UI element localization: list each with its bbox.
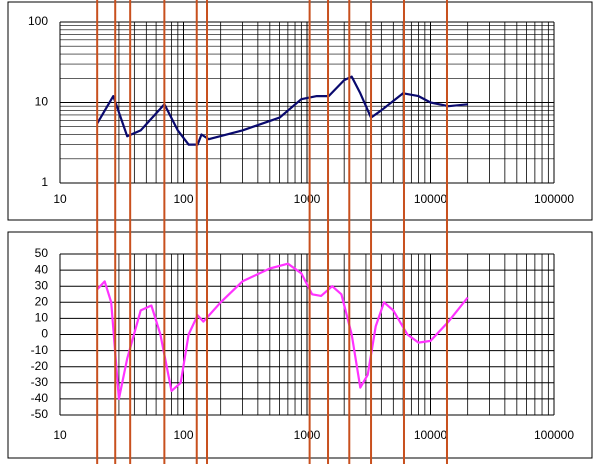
y-tick-label: 0	[41, 327, 48, 341]
y-tick-label: -20	[31, 359, 49, 373]
data-line	[96, 262, 469, 400]
x-tick-label: 100000	[534, 192, 574, 206]
x-tick-label: 1000	[294, 428, 321, 442]
y-tick-label: 20	[35, 294, 49, 308]
x-tick-label: 10000	[414, 192, 448, 206]
y-tick-label: 40	[35, 262, 49, 276]
x-tick-label: 10	[53, 428, 67, 442]
y-tick-label: 10	[35, 311, 49, 325]
y-tick-label: 50	[35, 246, 49, 260]
top-frame	[7, 1, 593, 221]
y-tick-label: 30	[35, 278, 49, 292]
x-tick-label: 10	[53, 192, 67, 206]
y-tick-label: -40	[31, 391, 49, 405]
bottom-frame	[7, 231, 593, 459]
y-tick-label: 10	[35, 95, 49, 109]
y-tick-label: -10	[31, 343, 49, 357]
x-tick-label: 100	[173, 428, 193, 442]
x-tick-label: 100000	[534, 428, 574, 442]
y-tick-label: -30	[31, 375, 49, 389]
x-tick-label: 10000	[414, 428, 448, 442]
x-tick-label: 100	[173, 192, 193, 206]
y-tick-label: -50	[31, 407, 49, 421]
y-tick-label: 1	[41, 175, 48, 189]
x-tick-label: 1000	[294, 192, 321, 206]
y-tick-label: 100	[28, 14, 48, 28]
